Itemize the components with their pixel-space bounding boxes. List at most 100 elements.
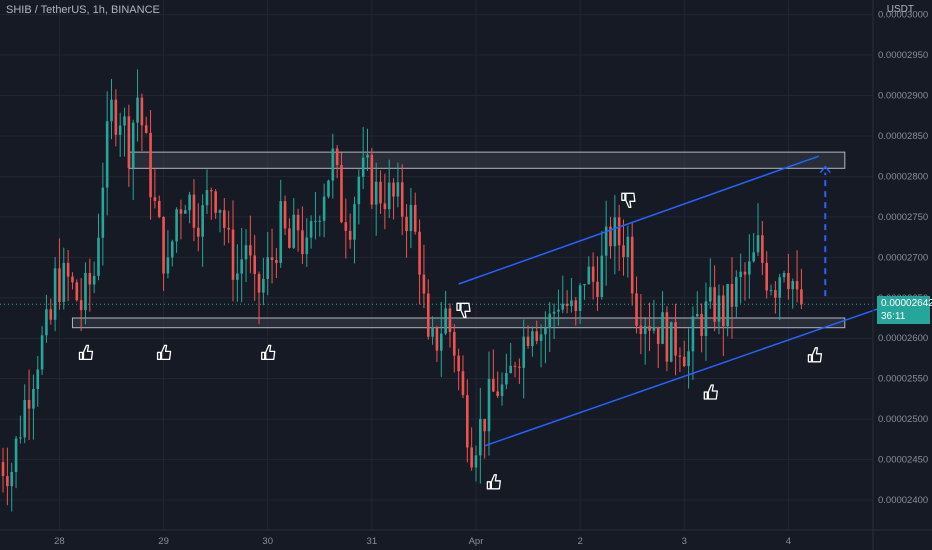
candle-body — [708, 287, 712, 302]
candle-body — [622, 245, 625, 258]
candle-body — [652, 327, 656, 331]
candle-body — [205, 190, 209, 206]
candle-body — [353, 204, 356, 240]
candle-body — [379, 181, 382, 204]
last-price-value: 0.00002642 — [881, 298, 932, 310]
candle-body — [669, 322, 673, 362]
candle-body — [66, 262, 70, 277]
channel-lower-line[interactable] — [484, 307, 880, 447]
candle-body — [383, 203, 387, 210]
thumbs-down-icon — [621, 192, 636, 208]
candle-body — [730, 284, 734, 307]
candle-body — [787, 273, 790, 290]
resistance-zone[interactable] — [128, 151, 846, 169]
candle-body — [674, 322, 677, 356]
candle-body — [544, 328, 547, 335]
candle-body — [452, 331, 456, 356]
x-tick-label: 2 — [577, 536, 582, 547]
candle-body — [253, 255, 256, 274]
thumbs-up-icon — [78, 344, 94, 361]
candle-body — [639, 325, 643, 335]
candle-body — [439, 333, 443, 351]
candle-body — [288, 228, 291, 248]
candle-body — [483, 418, 486, 432]
candle-body — [613, 217, 617, 247]
x-tick-label: 31 — [367, 536, 378, 547]
candle-body — [231, 229, 235, 280]
candle-body — [561, 303, 565, 310]
candle-body — [123, 116, 126, 126]
candle-body — [800, 289, 803, 305]
candle-body — [778, 277, 782, 298]
candle-body — [36, 369, 40, 390]
candle-body — [626, 236, 630, 258]
candle-body — [170, 241, 174, 258]
overlays — [0, 155, 880, 447]
y-tick-label: 0.00002500 — [878, 414, 928, 425]
thumbs-up-icon — [156, 344, 172, 361]
candle-body — [105, 121, 109, 188]
candle-body — [270, 257, 274, 261]
candle-body — [795, 281, 799, 290]
candle-body — [743, 271, 747, 275]
candle-body — [210, 190, 213, 192]
candle-body — [23, 400, 27, 438]
candle-body — [643, 326, 647, 335]
candle-body — [617, 217, 621, 246]
candle-body — [609, 226, 612, 247]
candle-body — [361, 157, 365, 177]
thumbs-up-icon — [261, 344, 276, 361]
candle-body — [665, 312, 669, 362]
candle-body — [548, 313, 552, 329]
candle-body — [110, 99, 113, 122]
candle-body — [249, 245, 252, 256]
candle-body — [348, 230, 352, 240]
last-price-tag: 0.00002642 36:11 — [877, 296, 932, 325]
y-tick-label: 0.00002400 — [878, 495, 928, 506]
x-tick-label: 29 — [158, 536, 169, 547]
candle-body — [305, 237, 309, 255]
candle-body — [682, 356, 686, 367]
y-tick-label: 0.00002750 — [878, 212, 928, 223]
candle-body — [426, 293, 430, 337]
candle-body — [127, 116, 131, 168]
candle-body — [140, 97, 144, 126]
candle-body — [791, 281, 795, 290]
candle-body — [45, 309, 48, 336]
candle-body — [79, 300, 83, 311]
candle-body — [535, 331, 539, 341]
candles — [1, 69, 803, 512]
candle-body — [457, 355, 460, 372]
candle-body — [531, 331, 534, 347]
currency-label: USDT — [886, 4, 914, 15]
channel-upper-line[interactable] — [458, 155, 820, 285]
candle-body — [1, 462, 5, 477]
candle-body — [470, 447, 473, 468]
candle-body — [583, 283, 586, 286]
chart-grid — [0, 0, 873, 530]
candle-body — [513, 365, 517, 367]
candle-body — [474, 455, 478, 468]
candle-body — [695, 313, 699, 317]
x-tick-label: 4 — [786, 536, 791, 547]
candle-body — [318, 220, 322, 222]
thumbs-up-icon — [703, 384, 718, 400]
candle-body — [574, 300, 578, 311]
candle-body — [552, 311, 556, 314]
x-tick-label: Apr — [469, 536, 484, 547]
candle-body — [10, 472, 14, 487]
candle-body — [71, 276, 74, 283]
candle-body — [6, 476, 9, 487]
candle-body — [309, 221, 313, 238]
y-tick-label: 0.00002550 — [878, 374, 928, 385]
support-zone[interactable] — [71, 317, 846, 329]
candle-body — [314, 220, 317, 222]
candle-body — [687, 351, 690, 367]
candle-body — [518, 366, 521, 368]
candle-body — [201, 205, 204, 237]
candle-body — [236, 273, 239, 280]
candle-body — [166, 257, 170, 274]
candle-body — [422, 274, 426, 294]
candle-body — [591, 266, 595, 282]
